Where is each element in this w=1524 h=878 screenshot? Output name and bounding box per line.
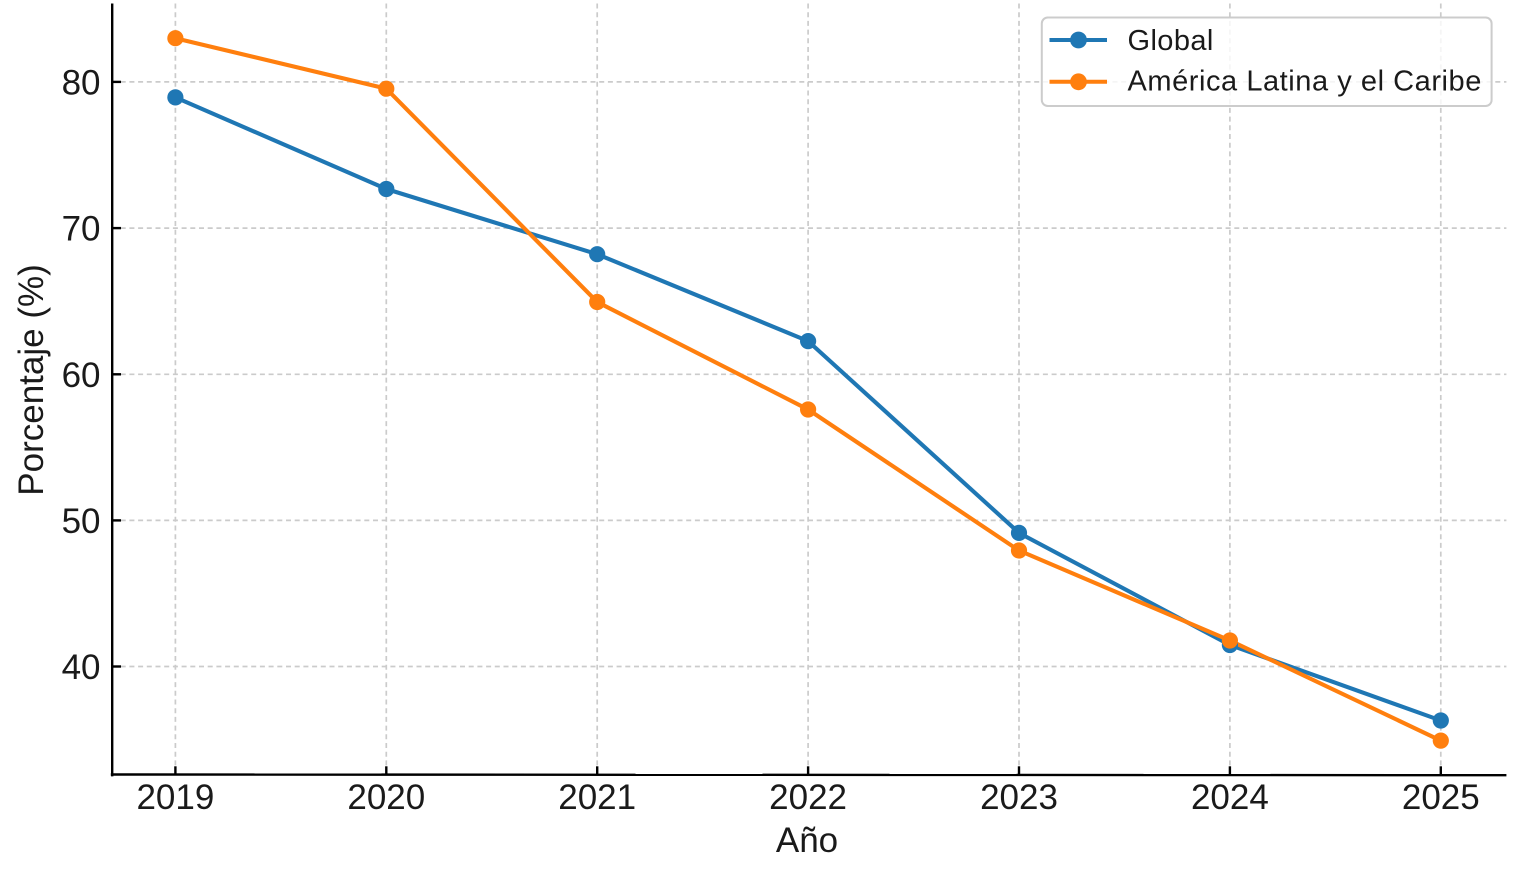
svg-text:Porcentaje (%): Porcentaje (%) (12, 264, 51, 495)
svg-text:2020: 2020 (347, 778, 425, 817)
svg-text:2023: 2023 (980, 778, 1058, 817)
svg-text:2021: 2021 (558, 778, 636, 817)
svg-text:2019: 2019 (136, 778, 214, 817)
svg-text:2024: 2024 (1191, 778, 1269, 817)
svg-text:70: 70 (62, 210, 101, 249)
svg-text:40: 40 (62, 648, 101, 687)
svg-text:60: 60 (62, 356, 101, 395)
svg-text:80: 80 (62, 64, 101, 103)
svg-text:Año: Año (776, 821, 838, 860)
svg-text:América Latina y el Caribe: América Latina y el Caribe (1128, 66, 1482, 98)
svg-text:Global: Global (1128, 25, 1214, 57)
svg-text:50: 50 (62, 502, 101, 541)
svg-text:2022: 2022 (769, 778, 847, 817)
svg-text:2025: 2025 (1402, 778, 1480, 817)
